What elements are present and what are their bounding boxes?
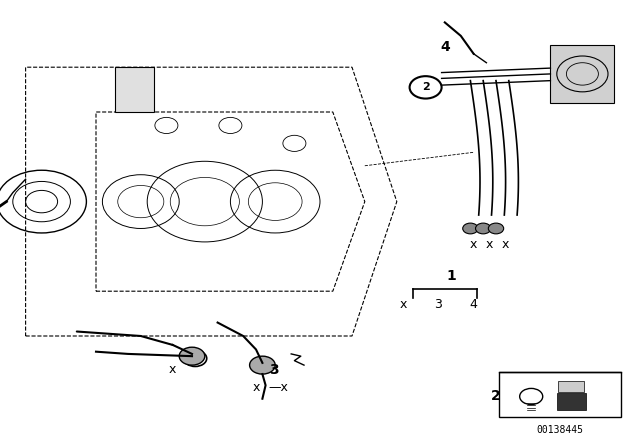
Circle shape [463,223,478,234]
Circle shape [179,347,205,365]
Text: 00138445: 00138445 [536,425,584,435]
Text: x: x [399,298,407,311]
Text: —x: —x [269,381,289,394]
Circle shape [476,223,491,234]
Text: x: x [169,363,177,376]
Bar [557,393,586,410]
Text: x: x [252,381,260,394]
Text: x: x [486,237,493,251]
Bar [558,381,584,392]
Text: 3: 3 [269,362,278,377]
Text: 2: 2 [422,82,429,92]
Bar [115,67,154,112]
Bar [499,372,621,417]
Text: x: x [470,237,477,251]
Text: 1: 1 [446,268,456,283]
Text: 4: 4 [470,298,477,311]
Bar [550,45,614,103]
Text: x: x [502,237,509,251]
Text: 2: 2 [491,389,501,404]
Circle shape [488,223,504,234]
Text: 4: 4 [440,40,450,54]
Circle shape [250,356,275,374]
Text: 3: 3 [435,298,442,311]
